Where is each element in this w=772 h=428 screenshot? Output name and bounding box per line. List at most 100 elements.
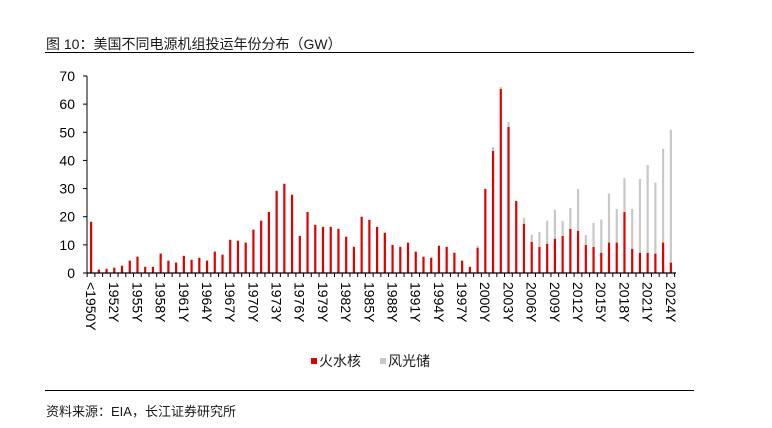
- y-tick-label: 0: [67, 265, 75, 281]
- x-tick-label: 2006Y: [524, 282, 540, 323]
- legend-label: 风光储: [388, 353, 430, 369]
- x-tick-label: 1973Y: [269, 282, 285, 323]
- bar-thermal-hydro-nuclear: [414, 251, 417, 273]
- x-tick-label: 2024Y: [663, 282, 679, 323]
- x-axis: <1950Y 1952Y 1955Y 1958Y 1961Y 1964Y 1967Y 1970…: [83, 272, 679, 331]
- bar-thermal-hydro-nuclear: [352, 246, 356, 273]
- bar-thermal-hydro-nuclear: [553, 238, 556, 273]
- x-tick-label: 1970Y: [245, 282, 261, 323]
- bar-thermal-hydro-nuclear: [476, 247, 479, 273]
- bar-wind-solar-storage: [607, 193, 611, 243]
- bar-thermal-hydro-nuclear: [90, 221, 93, 273]
- x-tick-label: 1994Y: [431, 282, 447, 323]
- x-tick-label: 1967Y: [222, 282, 238, 323]
- bar-thermal-hydro-nuclear: [376, 226, 379, 273]
- bar-thermal-hydro-nuclear: [314, 224, 317, 273]
- bar-wind-solar-storage: [476, 245, 479, 248]
- bar-thermal-hydro-nuclear: [437, 245, 441, 273]
- x-tick-label: 2003Y: [500, 282, 516, 323]
- bar-thermal-hydro-nuclear: [144, 266, 147, 273]
- legend: 火水核 风光储: [311, 353, 430, 369]
- legend-label: 火水核: [319, 353, 361, 369]
- bar-thermal-hydro-nuclear: [198, 257, 201, 273]
- bar-thermal-hydro-nuclear: [190, 259, 193, 273]
- bar-thermal-hydro-nuclear: [669, 262, 672, 273]
- bar-thermal-hydro-nuclear: [631, 248, 634, 273]
- bar-thermal-hydro-nuclear: [120, 265, 124, 273]
- bar-wind-solar-storage: [538, 231, 541, 247]
- y-tick-label: 40: [59, 152, 75, 168]
- bar-wind-solar-storage: [546, 220, 549, 244]
- footer-divider: [45, 390, 694, 391]
- bar-thermal-hydro-nuclear: [654, 253, 657, 273]
- bar-wind-solar-storage: [530, 234, 533, 242]
- x-tick-label: 2021Y: [640, 282, 656, 323]
- x-tick-label: 1982Y: [338, 282, 354, 323]
- bar-thermal-hydro-nuclear: [221, 254, 224, 273]
- bar-wind-solar-storage: [631, 208, 634, 249]
- x-tick-label: 2000Y: [477, 282, 493, 323]
- bar-thermal-hydro-nuclear: [422, 256, 425, 273]
- x-tick-label: 1976Y: [292, 282, 308, 323]
- bar-thermal-hydro-nuclear: [128, 260, 131, 273]
- x-tick-label: <1950Y: [83, 282, 99, 331]
- bar-thermal-hydro-nuclear: [461, 260, 464, 273]
- bar-wind-solar-storage: [584, 235, 587, 245]
- bar-wind-solar-storage: [592, 222, 595, 247]
- bar-thermal-hydro-nuclear: [360, 216, 363, 273]
- bar-thermal-hydro-nuclear: [600, 252, 603, 273]
- y-tick-label: 30: [59, 181, 75, 197]
- bar-wind-solar-storage: [615, 208, 618, 243]
- bar-thermal-hydro-nuclear: [159, 253, 162, 273]
- bar-thermal-hydro-nuclear: [499, 88, 502, 274]
- bar-thermal-hydro-nuclear: [383, 232, 386, 273]
- bar-thermal-hydro-nuclear: [236, 240, 240, 273]
- bar-thermal-hydro-nuclear: [406, 242, 410, 273]
- legend-swatch: [380, 358, 386, 364]
- bar-thermal-hydro-nuclear: [260, 220, 263, 273]
- bar-thermal-hydro-nuclear: [607, 242, 611, 273]
- bar-thermal-hydro-nuclear: [283, 183, 286, 273]
- bar-thermal-hydro-nuclear: [522, 223, 526, 273]
- bar-thermal-hydro-nuclear: [182, 255, 185, 273]
- bars: [90, 86, 672, 274]
- y-tick-label: 60: [59, 96, 75, 112]
- bar-thermal-hydro-nuclear: [399, 246, 402, 273]
- bar-wind-solar-storage: [646, 164, 649, 253]
- bar-thermal-hydro-nuclear: [337, 228, 340, 273]
- x-tick-label: 2009Y: [547, 282, 563, 323]
- bar-thermal-hydro-nuclear: [298, 235, 301, 273]
- bar-thermal-hydro-nuclear: [592, 246, 595, 273]
- bar-thermal-hydro-nuclear: [576, 230, 580, 273]
- bar-wind-solar-storage: [569, 207, 572, 229]
- bar-wind-solar-storage: [654, 182, 657, 254]
- bar-thermal-hydro-nuclear: [136, 256, 139, 273]
- bar-thermal-hydro-nuclear: [151, 266, 155, 273]
- bar-thermal-hydro-nuclear: [391, 244, 394, 273]
- bar-thermal-hydro-nuclear: [538, 246, 541, 273]
- bar-thermal-hydro-nuclear: [275, 190, 278, 273]
- bar-thermal-hydro-nuclear: [113, 267, 116, 273]
- bar-thermal-hydro-nuclear: [252, 229, 255, 273]
- bar-thermal-hydro-nuclear: [569, 228, 572, 273]
- bar-wind-solar-storage: [561, 220, 564, 236]
- bar-thermal-hydro-nuclear: [561, 235, 564, 273]
- bar-wind-solar-storage: [638, 179, 642, 253]
- x-tick-label: 2012Y: [570, 282, 586, 323]
- bar-thermal-hydro-nuclear: [515, 200, 518, 273]
- x-tick-label: 1964Y: [199, 282, 215, 323]
- x-tick-label: 2015Y: [593, 282, 609, 323]
- bar-thermal-hydro-nuclear: [546, 243, 549, 273]
- bar-thermal-hydro-nuclear: [306, 211, 309, 273]
- y-tick-label: 10: [59, 237, 75, 253]
- bar-wind-solar-storage: [499, 86, 502, 89]
- x-tick-label: 1988Y: [384, 282, 400, 323]
- bar-wind-solar-storage: [491, 146, 495, 151]
- bar-thermal-hydro-nuclear: [468, 266, 471, 273]
- bar-wind-solar-storage: [662, 148, 665, 243]
- x-tick-label: 1958Y: [153, 282, 169, 323]
- x-tick-label: 1955Y: [129, 282, 145, 323]
- bar-thermal-hydro-nuclear: [205, 260, 209, 273]
- bar-thermal-hydro-nuclear: [453, 252, 456, 273]
